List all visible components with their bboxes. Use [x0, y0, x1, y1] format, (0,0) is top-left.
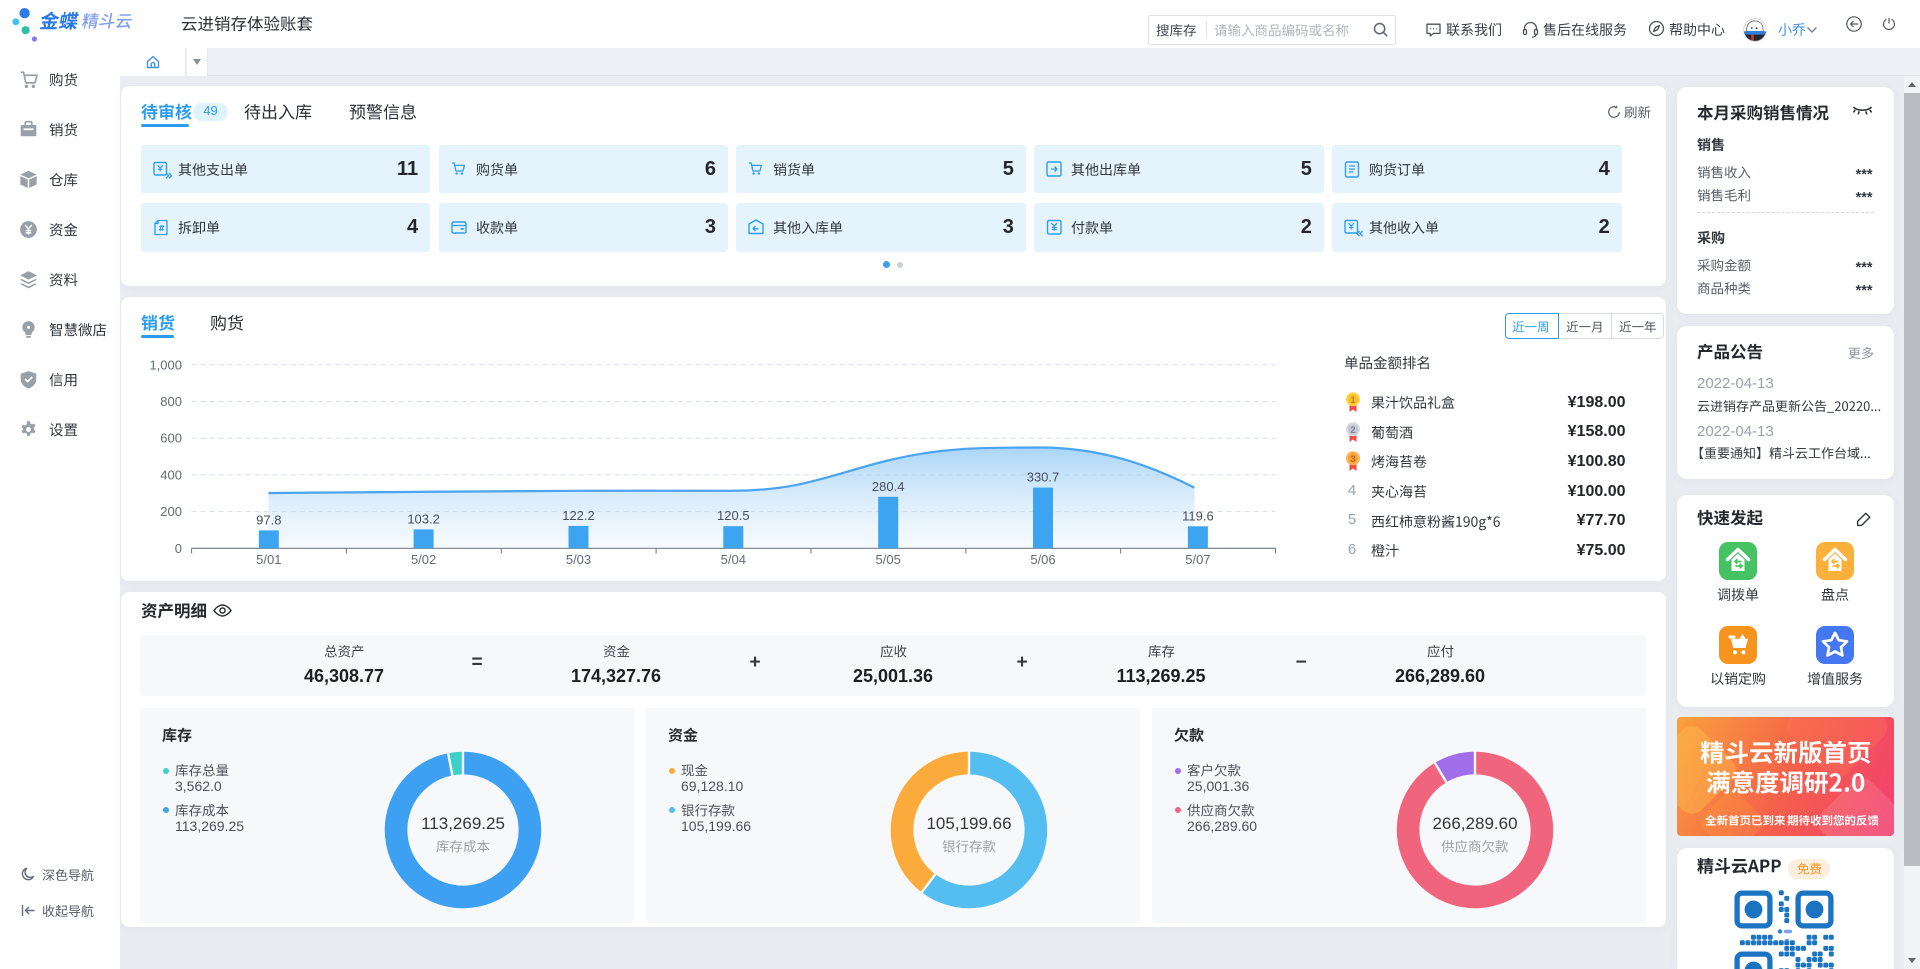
svg-text:3: 3 — [1350, 454, 1355, 465]
svg-text:800: 800 — [160, 394, 182, 409]
svg-text:600: 600 — [160, 431, 182, 446]
svg-text:5/01: 5/01 — [256, 552, 281, 567]
svg-text:5/06: 5/06 — [1030, 552, 1055, 567]
svg-text:400: 400 — [160, 467, 182, 482]
svg-text:97.8: 97.8 — [256, 512, 281, 527]
svg-text:5/05: 5/05 — [876, 552, 901, 567]
svg-text:5/03: 5/03 — [566, 552, 591, 567]
svg-text:122.2: 122.2 — [562, 508, 595, 523]
svg-text:5/02: 5/02 — [411, 552, 436, 567]
svg-text:330.7: 330.7 — [1027, 470, 1060, 485]
svg-text:5/04: 5/04 — [721, 552, 746, 567]
svg-text:200: 200 — [160, 504, 182, 519]
svg-text:103.2: 103.2 — [407, 511, 440, 526]
svg-text:1: 1 — [1350, 395, 1356, 406]
svg-text:119.6: 119.6 — [1182, 508, 1214, 523]
svg-text:280.4: 280.4 — [872, 479, 905, 494]
svg-text:1,000: 1,000 — [150, 357, 182, 372]
svg-text:5/07: 5/07 — [1185, 552, 1210, 567]
svg-text:0: 0 — [175, 541, 182, 556]
svg-text:2: 2 — [1350, 425, 1355, 436]
svg-text:120.5: 120.5 — [717, 508, 750, 523]
